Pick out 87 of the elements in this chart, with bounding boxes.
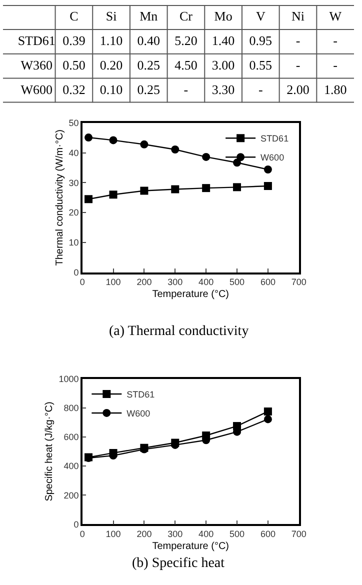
- x-tick-label: 100: [106, 276, 121, 287]
- text: -: [333, 57, 338, 72]
- text: 0.55: [249, 57, 272, 72]
- x-axis-title: Temperature (°C): [152, 288, 230, 300]
- text: 0.25: [137, 82, 160, 97]
- category-label: W360: [20, 57, 52, 72]
- x-tick-label: 100: [106, 528, 121, 539]
- text: 1.40: [212, 32, 235, 48]
- category-label: Si: [106, 8, 118, 24]
- y-tick-label: 200: [64, 490, 79, 500]
- text: 0.50: [62, 57, 86, 72]
- y-tick-label: 40: [68, 148, 79, 158]
- category-label: W: [329, 8, 342, 24]
- point: [171, 145, 180, 154]
- y-tick-label: 800: [64, 403, 79, 413]
- x-tick-label: 300: [168, 276, 183, 287]
- legend-label: STD61: [126, 389, 155, 400]
- text: 0.25: [137, 57, 160, 72]
- text: 3.00: [212, 57, 235, 72]
- x-tick-label: 600: [260, 276, 276, 287]
- y-tick-label: 10: [68, 238, 79, 248]
- text: 0.39: [62, 32, 86, 48]
- category-label: Ni: [291, 8, 305, 24]
- text: -: [258, 82, 263, 97]
- point: [140, 186, 148, 195]
- text: 0.95: [249, 32, 272, 48]
- text: -: [184, 82, 188, 97]
- category-label: STD61: [18, 32, 56, 48]
- x-tick-label: 400: [198, 528, 214, 539]
- point: [171, 185, 180, 194]
- category-label: C: [70, 8, 78, 24]
- x-tick-label: 300: [168, 528, 183, 539]
- y-axis-title: Thermal conductivity (W/m·°C): [54, 130, 66, 266]
- text: 0.40: [137, 32, 160, 48]
- point: [264, 182, 272, 190]
- text: 0.20: [100, 57, 123, 72]
- y-tick-label: 0: [74, 268, 79, 278]
- y-tick-label: 20: [68, 208, 79, 218]
- text: -: [296, 32, 300, 48]
- legend-label: STD61: [260, 134, 289, 144]
- point: [264, 415, 272, 424]
- point: [233, 158, 242, 167]
- y-tick-label: 600: [64, 432, 79, 442]
- text: -: [296, 57, 300, 72]
- x-axis-title: Temperature (°C): [152, 540, 230, 552]
- point: [202, 184, 210, 192]
- y-tick-label: 0: [74, 519, 79, 530]
- category-label: W600: [20, 82, 52, 97]
- text: 0.32: [62, 82, 86, 97]
- x-tick-label: 200: [136, 528, 152, 539]
- y-tick-label: 50: [68, 118, 79, 128]
- point: [84, 134, 93, 142]
- x-tick-label: 700: [291, 276, 306, 287]
- text: 3.30: [212, 82, 235, 97]
- text: -: [333, 32, 338, 48]
- point: [264, 166, 272, 174]
- text: 5.20: [174, 32, 198, 48]
- y-tick-label: 30: [68, 178, 79, 188]
- text: 4.50: [174, 57, 198, 72]
- y-tick-label: 1000: [58, 374, 79, 384]
- x-tick-label: 500: [230, 528, 245, 539]
- x-tick-label: 600: [260, 528, 276, 539]
- x-tick-label: 200: [136, 276, 152, 287]
- legend-label: W600: [126, 408, 150, 418]
- point: [109, 190, 118, 199]
- point: [84, 195, 93, 204]
- category-label: V: [256, 8, 266, 24]
- point: [140, 140, 148, 148]
- y-axis-title: Specific heat (J/kg·°C): [44, 402, 56, 502]
- text: 2.00: [286, 82, 310, 97]
- text: 0.10: [100, 82, 123, 97]
- y-tick-label: 400: [64, 461, 79, 472]
- point: [109, 136, 118, 144]
- text: (a) Thermal conductivity: [109, 324, 249, 339]
- point: [264, 407, 272, 416]
- x-tick-label: 400: [198, 276, 214, 287]
- category-label: Mo: [214, 8, 232, 24]
- category-label: Mn: [140, 8, 158, 24]
- text: (b) Specific heat: [132, 556, 225, 571]
- x-tick-label: 500: [230, 276, 245, 287]
- point: [233, 183, 242, 192]
- category-label: Cr: [179, 8, 194, 24]
- point: [202, 152, 210, 161]
- text: 1.80: [324, 82, 347, 97]
- text: 1.10: [100, 32, 123, 48]
- legend-label: W600: [260, 152, 284, 163]
- x-tick-label: 700: [291, 528, 306, 539]
